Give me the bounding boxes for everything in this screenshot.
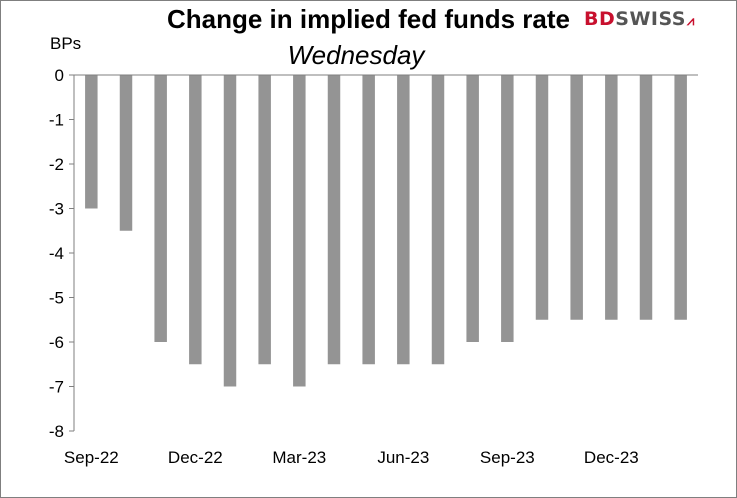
y-tick-label: -5 xyxy=(49,289,64,308)
bar-oct-22 xyxy=(119,75,133,231)
bar-jan-24 xyxy=(639,75,653,320)
bar-nov-22 xyxy=(154,75,167,342)
x-tick-label: Sep-22 xyxy=(64,448,119,467)
x-tick-label: Dec-22 xyxy=(168,448,223,467)
bar-apr-23 xyxy=(327,75,341,365)
y-tick-label: -6 xyxy=(49,333,64,352)
brand-mark-icon: ⩘ xyxy=(687,14,695,29)
y-tick-label: -2 xyxy=(49,155,64,174)
bars-group xyxy=(85,75,687,387)
bar-feb-23 xyxy=(258,75,271,365)
bar-mar-23 xyxy=(293,75,306,387)
bar-oct-23 xyxy=(535,75,549,320)
y-axis-label: BPs xyxy=(50,34,82,53)
y-tick-label: -7 xyxy=(49,378,64,397)
bar-sep-22 xyxy=(85,75,98,209)
x-tick-label: Dec-23 xyxy=(584,448,639,467)
y-tick-label: -1 xyxy=(49,111,64,130)
bar-jun-23 xyxy=(397,75,410,365)
bar-jan-23 xyxy=(223,75,237,387)
bar-nov-23 xyxy=(570,75,583,320)
y-tick-label: 0 xyxy=(55,66,64,85)
chart-subtitle: Wednesday xyxy=(287,40,425,70)
chart-title: Change in implied fed funds rate xyxy=(166,4,571,34)
brand-logo-swiss: SWISS xyxy=(615,8,686,30)
axes-group xyxy=(69,74,698,432)
bar-jul-23 xyxy=(431,75,445,365)
brand-logo-bd: BD xyxy=(584,8,616,30)
brand-logo: BDSWISS⩘ xyxy=(584,8,695,30)
x-tick-label: Jun-23 xyxy=(377,448,429,467)
bar-may-23 xyxy=(362,75,375,365)
x-tick-label: Sep-23 xyxy=(480,448,535,467)
x-tick-label: Mar-23 xyxy=(272,448,326,467)
y-tick-label: -8 xyxy=(49,422,64,441)
y-tick-label: -3 xyxy=(49,200,64,219)
bar-feb-24 xyxy=(674,75,687,320)
y-tick-label: -4 xyxy=(49,244,64,263)
bar-aug-23 xyxy=(466,75,479,342)
bar-sep-23 xyxy=(501,75,514,342)
bar-dec-23 xyxy=(605,75,618,320)
bar-dec-22 xyxy=(189,75,202,365)
